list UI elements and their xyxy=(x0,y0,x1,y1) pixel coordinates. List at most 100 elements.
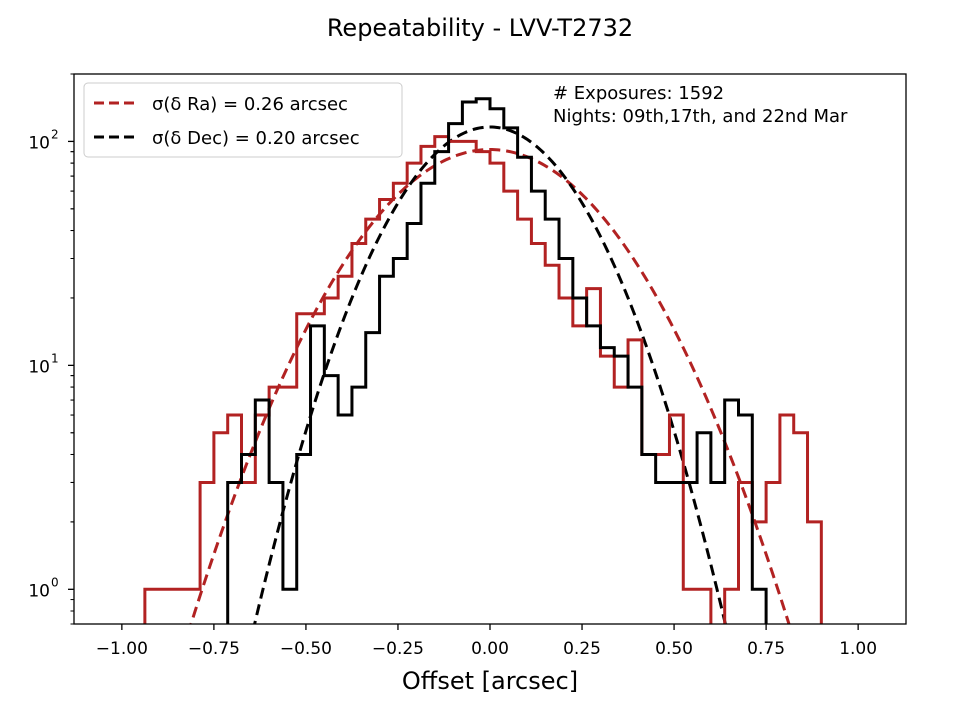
histogram-bin xyxy=(311,314,325,664)
histogram-bin xyxy=(297,314,311,664)
histogram-series-1 xyxy=(226,97,768,665)
x-axis-label: Offset [arcsec] xyxy=(402,667,578,695)
histogram-bin xyxy=(200,482,214,664)
histogram-bin xyxy=(352,387,366,664)
x-tick-label: 0.00 xyxy=(471,639,509,659)
histogram-bin xyxy=(545,219,559,664)
chart-title: Repeatability - LVV-T2732 xyxy=(327,14,633,42)
histogram-bin xyxy=(255,415,269,664)
histogram-bin xyxy=(780,415,794,664)
histogram-bin xyxy=(172,589,186,664)
legend-box xyxy=(83,82,403,158)
y-tick-label: 10 xyxy=(28,357,50,377)
x-tick-label: −1.00 xyxy=(96,639,148,659)
histogram-bin xyxy=(297,454,311,664)
histogram-bin xyxy=(490,109,504,664)
histogram-bin xyxy=(421,183,435,664)
x-axis: −1.00 −0.75 −0.50 −0.25 0.00 0.25 0.50 0.75 1.00 xyxy=(96,624,877,659)
histogram-bin xyxy=(435,152,449,664)
histogram-bin xyxy=(393,183,407,664)
histogram-bin xyxy=(269,482,283,664)
histogram-bin xyxy=(338,415,352,664)
histogram-bin xyxy=(407,163,421,664)
histogram-bin xyxy=(380,200,394,664)
histogram-bin xyxy=(518,157,532,664)
y-tick-exponent: 2 xyxy=(51,127,59,141)
y-tick-exponent: 1 xyxy=(51,351,59,365)
histogram-bin xyxy=(338,276,352,664)
histogram-bin xyxy=(504,128,518,664)
histogram-bin xyxy=(573,326,587,664)
histogram-bin xyxy=(324,376,338,664)
annotation-nights: Nights: 09th,17th, and 22nd Mar xyxy=(553,106,848,127)
histogram-bin xyxy=(269,387,283,664)
histogram-bin xyxy=(476,152,490,664)
histogram-bin xyxy=(421,146,435,664)
histogram-bin xyxy=(531,244,545,664)
fit-curve-0 xyxy=(189,148,791,624)
legend-dec-label: σ(δ Dec) = 0.20 arcsec xyxy=(152,128,360,149)
histogram-bin xyxy=(642,454,656,664)
histogram-bin xyxy=(242,454,256,664)
x-tick-label: 1.00 xyxy=(839,639,877,659)
histogram-bin xyxy=(462,102,476,664)
histogram-bin xyxy=(490,163,504,664)
histogram-bin xyxy=(504,191,518,664)
histogram-bin xyxy=(159,589,173,664)
x-tick-label: −0.75 xyxy=(188,639,240,659)
histogram-bin xyxy=(628,387,642,664)
x-tick-label: −0.50 xyxy=(280,639,332,659)
histogram-bin xyxy=(656,482,670,664)
legend: σ(δ Ra) = 0.26 arcsec σ(δ Dec) = 0.20 ar… xyxy=(83,82,403,158)
histogram-bin xyxy=(228,482,242,664)
histogram-bin xyxy=(559,259,573,664)
y-tick-exponent: 0 xyxy=(51,575,59,589)
x-tick-label: 0.25 xyxy=(563,639,601,659)
y-tick-label: 10 xyxy=(28,581,50,601)
histogram-bin xyxy=(697,433,711,664)
histogram-bin xyxy=(352,244,366,664)
histogram-bin xyxy=(476,99,490,664)
histogram-bin xyxy=(642,454,656,664)
histogram-bin xyxy=(435,137,449,664)
histogram-bin xyxy=(545,265,559,664)
histogram-bin xyxy=(808,522,822,664)
histogram-bin xyxy=(366,333,380,664)
histogram-bin xyxy=(462,141,476,664)
histogram-bin xyxy=(656,454,670,664)
x-tick-label: −0.25 xyxy=(372,639,424,659)
histogram-bin xyxy=(600,356,614,664)
histogram-bin xyxy=(449,124,463,664)
histogram-bin xyxy=(725,589,739,664)
histogram-bin xyxy=(614,387,628,664)
histogram-bin xyxy=(794,433,808,664)
annotation: # Exposures: 1592 Nights: 09th,17th, and… xyxy=(553,83,848,127)
histogram-bin xyxy=(573,298,587,664)
y-tick-label: 10 xyxy=(28,133,50,153)
histogram-bin xyxy=(669,482,683,664)
histogram-bin xyxy=(407,224,421,665)
histogram-bin xyxy=(380,276,394,664)
x-tick-label: 0.75 xyxy=(747,639,785,659)
histogram-bin xyxy=(228,415,242,664)
histogram-bin xyxy=(531,191,545,664)
histogram-bin xyxy=(614,356,628,664)
histogram-bin xyxy=(393,259,407,664)
histogram-bin xyxy=(366,219,380,664)
x-tick-label: 0.50 xyxy=(655,639,693,659)
annotation-exposures: # Exposures: 1592 xyxy=(553,83,724,104)
fit-curve-1 xyxy=(253,125,727,624)
legend-ra-label: σ(δ Ra) = 0.26 arcsec xyxy=(152,94,348,115)
histogram-bin xyxy=(587,289,601,664)
histogram-bin xyxy=(242,482,256,664)
histogram-bin xyxy=(449,141,463,664)
histogram-bin xyxy=(559,298,573,664)
histogram-bin xyxy=(600,348,614,664)
histogram-bin xyxy=(587,326,601,664)
histogram-bin xyxy=(518,219,532,664)
histogram-outline-1 xyxy=(226,97,768,624)
histogram-bin xyxy=(739,415,753,664)
histogram-bin xyxy=(283,387,297,664)
